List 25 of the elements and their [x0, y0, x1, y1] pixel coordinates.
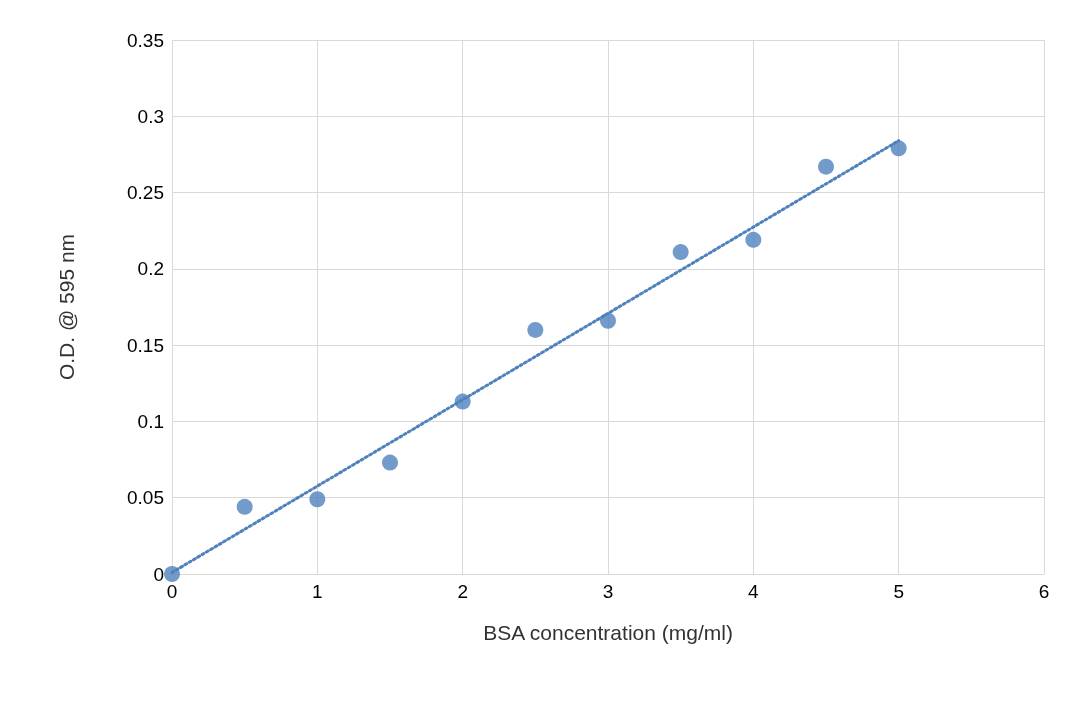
point	[236, 498, 253, 515]
y-tick-label: 0.35	[127, 29, 164, 51]
x-tick-label: 3	[602, 581, 614, 602]
point	[672, 244, 689, 261]
y-tick-label: 0.3	[137, 105, 164, 127]
x-tick-label: 5	[893, 581, 904, 602]
x-tick-label: 6	[1038, 581, 1050, 602]
y-tick-label: 0.25	[127, 182, 164, 204]
point	[745, 231, 762, 248]
x-tick-label: 2	[457, 581, 468, 602]
y-tick-label: 0.1	[137, 410, 164, 432]
x-tick-label: 4	[748, 581, 760, 602]
y-tick-label: 0.05	[127, 487, 164, 509]
y-tick-label: 0.15	[127, 334, 164, 356]
point	[818, 158, 834, 175]
y-axis-title: O.D. @ 595 nm	[55, 233, 78, 381]
point	[382, 454, 398, 471]
x-tick-label: 0	[166, 581, 178, 602]
point	[527, 321, 544, 338]
x-tick-label: 1	[312, 581, 323, 602]
x-axis-title: BSA concentration (mg/ml)	[483, 621, 733, 644]
point	[164, 566, 180, 582]
y-tick-label: 0.2	[137, 258, 164, 280]
y-tick-label: 0	[153, 563, 164, 585]
point	[309, 491, 326, 508]
